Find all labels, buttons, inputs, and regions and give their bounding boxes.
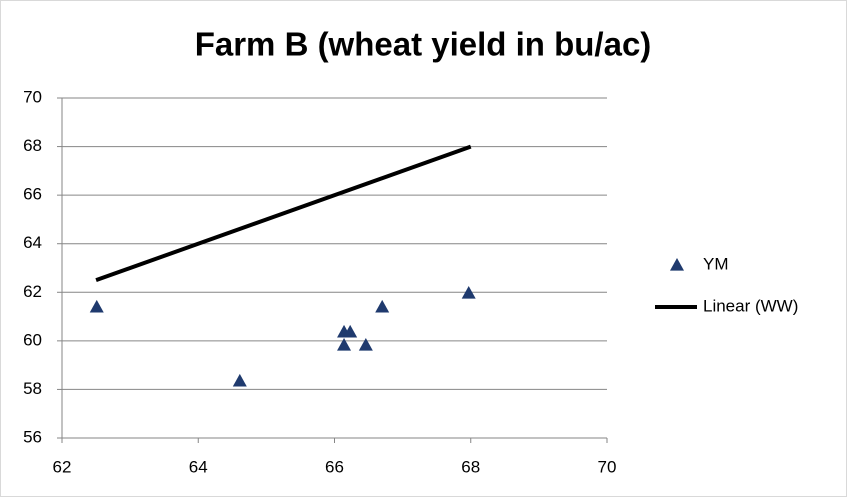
legend-label: YM — [703, 254, 729, 273]
y-tick-label: 66 — [23, 185, 42, 204]
y-tick-label: 56 — [23, 427, 42, 446]
legend-label: Linear (WW) — [703, 296, 798, 315]
x-tick-label: 64 — [189, 457, 208, 476]
legend-symbol — [670, 258, 684, 271]
y-tick-label: 68 — [23, 136, 42, 155]
x-tick-label: 62 — [53, 457, 72, 476]
x-tick-label: 70 — [598, 457, 617, 476]
point — [232, 373, 247, 387]
point — [358, 337, 373, 351]
x-tick-label: 66 — [325, 457, 344, 476]
point — [337, 337, 352, 351]
point — [461, 286, 476, 299]
point — [343, 324, 358, 338]
x-tick-label: 68 — [461, 457, 480, 476]
chart-title: Farm B (wheat yield in bu/ac) — [195, 26, 652, 63]
y-tick-label: 62 — [23, 282, 42, 301]
point — [89, 299, 104, 313]
y-tick-label: 70 — [23, 87, 42, 106]
point — [375, 299, 390, 313]
y-tick-label: 64 — [23, 233, 42, 252]
y-tick-label: 60 — [23, 330, 42, 349]
trend-line — [95, 144, 472, 283]
y-tick-label: 58 — [23, 379, 42, 398]
